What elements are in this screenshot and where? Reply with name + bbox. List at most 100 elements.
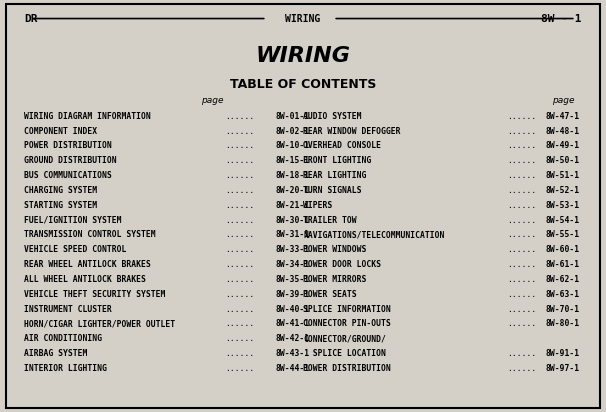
Text: ......: ...... <box>225 319 255 328</box>
Text: ......: ...... <box>225 334 255 343</box>
Text: 8W - 1: 8W - 1 <box>541 14 582 23</box>
Text: ......: ...... <box>225 304 255 314</box>
Text: POWER DISTRIBUTION: POWER DISTRIBUTION <box>24 141 112 150</box>
Text: VEHICLE THEFT SECURITY SYSTEM: VEHICLE THEFT SECURITY SYSTEM <box>24 290 165 299</box>
Text: ......: ...... <box>507 156 536 165</box>
Text: SPLICE LOCATION: SPLICE LOCATION <box>303 349 386 358</box>
Text: WIRING: WIRING <box>285 14 321 23</box>
Text: 8W-91-1: 8W-91-1 <box>545 349 579 358</box>
Text: POWER SEATS: POWER SEATS <box>303 290 356 299</box>
Text: ......: ...... <box>507 275 536 284</box>
Text: 8W-20-1: 8W-20-1 <box>276 186 310 195</box>
Text: 8W-33-1: 8W-33-1 <box>276 245 310 254</box>
Text: COMPONENT INDEX: COMPONENT INDEX <box>24 126 98 136</box>
Text: FRONT LIGHTING: FRONT LIGHTING <box>303 156 371 165</box>
Text: TABLE OF CONTENTS: TABLE OF CONTENTS <box>230 78 376 91</box>
Text: 8W-54-1: 8W-54-1 <box>545 215 579 225</box>
Text: 8W-40-1: 8W-40-1 <box>276 304 310 314</box>
Text: TRAILER TOW: TRAILER TOW <box>303 215 356 225</box>
Text: 8W-49-1: 8W-49-1 <box>545 141 579 150</box>
Text: 8W-55-1: 8W-55-1 <box>545 230 579 239</box>
Text: HORN/CIGAR LIGHTER/POWER OUTLET: HORN/CIGAR LIGHTER/POWER OUTLET <box>24 319 175 328</box>
Text: 8W-62-1: 8W-62-1 <box>545 275 579 284</box>
Text: 8W-41-1: 8W-41-1 <box>276 319 310 328</box>
Text: WIRING: WIRING <box>256 46 350 66</box>
Text: ......: ...... <box>507 141 536 150</box>
Text: TURN SIGNALS: TURN SIGNALS <box>303 186 362 195</box>
Text: 8W-30-1: 8W-30-1 <box>276 215 310 225</box>
Text: ......: ...... <box>507 245 536 254</box>
Text: 8W-52-1: 8W-52-1 <box>545 186 579 195</box>
Text: page: page <box>201 96 224 105</box>
Text: 8W-50-1: 8W-50-1 <box>545 156 579 165</box>
Text: page: page <box>552 96 575 105</box>
Text: ......: ...... <box>507 201 536 210</box>
Text: NAVIGATIONS/TELECOMMUNICATION: NAVIGATIONS/TELECOMMUNICATION <box>303 230 444 239</box>
Text: 8W-15-1: 8W-15-1 <box>276 156 310 165</box>
Text: POWER WINDOWS: POWER WINDOWS <box>303 245 367 254</box>
Text: WIRING DIAGRAM INFORMATION: WIRING DIAGRAM INFORMATION <box>24 112 151 121</box>
Text: ......: ...... <box>507 112 536 121</box>
Text: ......: ...... <box>507 215 536 225</box>
Text: ......: ...... <box>507 126 536 136</box>
Text: DR: DR <box>24 14 38 23</box>
FancyBboxPatch shape <box>6 4 600 408</box>
Text: ......: ...... <box>507 171 536 180</box>
Text: INTERIOR LIGHTING: INTERIOR LIGHTING <box>24 364 107 373</box>
Text: CONNECTOR PIN-OUTS: CONNECTOR PIN-OUTS <box>303 319 391 328</box>
Text: REAR WHEEL ANTILOCK BRAKES: REAR WHEEL ANTILOCK BRAKES <box>24 260 151 269</box>
Text: ......: ...... <box>507 230 536 239</box>
Text: ......: ...... <box>225 126 255 136</box>
Text: ......: ...... <box>225 349 255 358</box>
Text: 8W-63-1: 8W-63-1 <box>545 290 579 299</box>
Text: 8W-48-1: 8W-48-1 <box>545 126 579 136</box>
Text: 8W-97-1: 8W-97-1 <box>545 364 579 373</box>
Text: 8W-39-1: 8W-39-1 <box>276 290 310 299</box>
Text: CHARGING SYSTEM: CHARGING SYSTEM <box>24 186 98 195</box>
Text: BUS COMMUNICATIONS: BUS COMMUNICATIONS <box>24 171 112 180</box>
Text: SPLICE INFORMATION: SPLICE INFORMATION <box>303 304 391 314</box>
Text: ......: ...... <box>507 290 536 299</box>
Text: TRANSMISSION CONTROL SYSTEM: TRANSMISSION CONTROL SYSTEM <box>24 230 156 239</box>
Text: POWER MIRRORS: POWER MIRRORS <box>303 275 367 284</box>
Text: STARTING SYSTEM: STARTING SYSTEM <box>24 201 98 210</box>
Text: 8W-02-1: 8W-02-1 <box>276 126 310 136</box>
Text: 8W-31-1: 8W-31-1 <box>276 230 310 239</box>
Text: REAR LIGHTING: REAR LIGHTING <box>303 171 367 180</box>
Text: POWER DOOR LOCKS: POWER DOOR LOCKS <box>303 260 381 269</box>
Text: ......: ...... <box>225 230 255 239</box>
Text: 8W-10-1: 8W-10-1 <box>276 141 310 150</box>
Text: ......: ...... <box>225 275 255 284</box>
Text: VEHICLE SPEED CONTROL: VEHICLE SPEED CONTROL <box>24 245 127 254</box>
Text: 8W-80-1: 8W-80-1 <box>545 319 579 328</box>
Text: ......: ...... <box>507 186 536 195</box>
Text: WIPERS: WIPERS <box>303 201 332 210</box>
Text: AIR CONDITIONING: AIR CONDITIONING <box>24 334 102 343</box>
Text: 8W-43-1: 8W-43-1 <box>276 349 310 358</box>
Text: 8W-21-1: 8W-21-1 <box>276 201 310 210</box>
Text: ......: ...... <box>225 245 255 254</box>
Text: 8W-01-1: 8W-01-1 <box>276 112 310 121</box>
Text: ......: ...... <box>225 141 255 150</box>
Text: ......: ...... <box>507 260 536 269</box>
Text: ......: ...... <box>225 260 255 269</box>
Text: CONNECTOR/GROUND/: CONNECTOR/GROUND/ <box>303 334 386 343</box>
Text: 8W-53-1: 8W-53-1 <box>545 201 579 210</box>
Text: ......: ...... <box>507 349 536 358</box>
Text: ......: ...... <box>225 156 255 165</box>
Text: 8W-70-1: 8W-70-1 <box>545 304 579 314</box>
Text: GROUND DISTRIBUTION: GROUND DISTRIBUTION <box>24 156 117 165</box>
Text: ......: ...... <box>507 364 536 373</box>
Text: 8W-44-1: 8W-44-1 <box>276 364 310 373</box>
Text: ......: ...... <box>225 201 255 210</box>
Text: FUEL/IGNITION SYSTEM: FUEL/IGNITION SYSTEM <box>24 215 122 225</box>
Text: 8W-51-1: 8W-51-1 <box>545 171 579 180</box>
Text: AIRBAG SYSTEM: AIRBAG SYSTEM <box>24 349 88 358</box>
Text: 8W-18-1: 8W-18-1 <box>276 171 310 180</box>
Text: 8W-42-1: 8W-42-1 <box>276 334 310 343</box>
Text: 8W-47-1: 8W-47-1 <box>545 112 579 121</box>
Text: OVERHEAD CONSOLE: OVERHEAD CONSOLE <box>303 141 381 150</box>
Text: POWER DISTRIBUTION: POWER DISTRIBUTION <box>303 364 391 373</box>
Text: 8W-34-1: 8W-34-1 <box>276 260 310 269</box>
Text: 8W-61-1: 8W-61-1 <box>545 260 579 269</box>
